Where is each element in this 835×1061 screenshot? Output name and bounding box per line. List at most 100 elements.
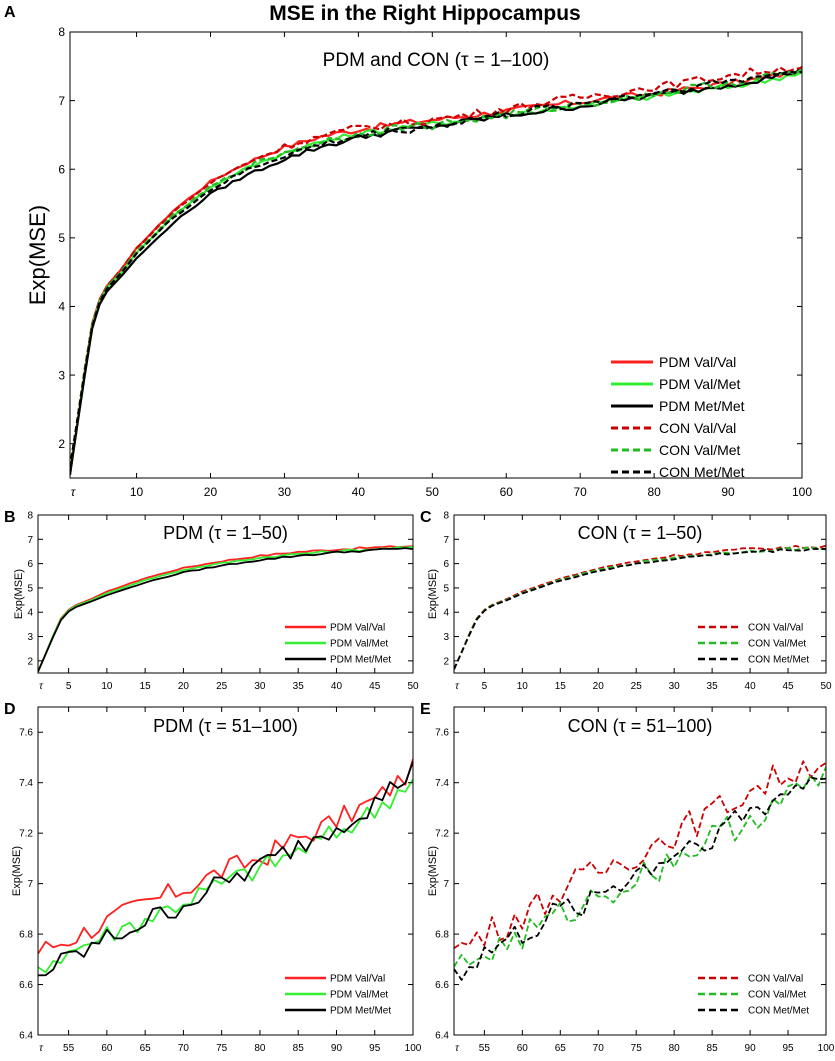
series-group (38, 545, 413, 673)
y-tick-label: 4 (58, 300, 65, 314)
x-tick-label: 20 (593, 681, 605, 692)
legend-label: CON Val/Val (748, 974, 803, 985)
legend-label: CON Met/Met (659, 464, 745, 480)
series-group (454, 544, 826, 670)
legend-label: CON Val/Met (659, 442, 741, 458)
legend-label: CON Val/Val (659, 420, 736, 436)
legend-label: PDM Val/Val (659, 354, 736, 370)
y-tick-label: 7.4 (435, 778, 449, 789)
x-tick-label: 100 (792, 485, 812, 499)
y-tick-label: 5 (27, 583, 33, 594)
series-line-con-met-met (70, 70, 802, 468)
legend-label: PDM Met/Met (330, 1006, 391, 1017)
x-tick-label: 30 (254, 681, 266, 692)
y-axis-label: Exp(MSE) (427, 569, 439, 619)
x-tick-label-tau: τ (71, 485, 77, 499)
series-line-pdm-val-val (38, 758, 413, 955)
x-tick-label: 40 (745, 681, 757, 692)
plot-frame (37, 514, 414, 674)
legend-label: CON Met/Met (748, 655, 809, 666)
x-tick-label: 20 (178, 681, 190, 692)
series-line-con-val-met (454, 546, 826, 670)
y-tick-label: 4 (443, 608, 449, 619)
x-tick-label: 85 (293, 1043, 305, 1054)
legend-label: PDM Val/Val (330, 974, 385, 985)
y-tick-label: 6 (27, 559, 33, 570)
x-tick-label: 25 (631, 681, 643, 692)
x-tick-label-tau: τ (455, 681, 460, 692)
x-tick-label: 15 (140, 681, 152, 692)
x-tick-label: 90 (331, 1043, 343, 1054)
x-tick-label: 5 (66, 681, 72, 692)
y-tick-label: 7.2 (435, 829, 449, 840)
legend-label: PDM Met/Met (659, 398, 745, 414)
legend-label: CON Val/Val (748, 623, 803, 634)
panel-a: A 2 3 4 5 6 7 8 τ 10 20 30 40 50 60 70 80 90 100 PDM and CO… (4, 4, 812, 499)
x-tick-label: 20 (204, 485, 218, 499)
y-tick-label: 7.4 (19, 778, 33, 789)
series-line-pdm-val-met (38, 545, 413, 673)
x-tick-label: 55 (63, 1043, 75, 1054)
y-tick-label: 7 (443, 879, 449, 890)
series-line-con-val-val (70, 66, 802, 468)
panel-letter: A (4, 4, 16, 21)
x-tick-label: 100 (405, 1043, 422, 1054)
series-group (454, 760, 826, 981)
y-tick-label: 7 (27, 879, 33, 890)
x-tick-label: 50 (820, 681, 832, 692)
x-tick-label: 30 (669, 681, 681, 692)
series-line-pdm-met-met (38, 547, 413, 673)
x-tick-label: 45 (782, 681, 794, 692)
x-tick-label-tau: τ (39, 1043, 44, 1054)
y-tick-label: 8 (58, 25, 65, 39)
y-tick-label: 3 (58, 368, 65, 382)
y-tick-label: 6.8 (19, 930, 33, 941)
panel-letter: E (420, 701, 431, 718)
x-tick-label: 70 (574, 485, 588, 499)
y-tick-label: 7 (27, 535, 33, 546)
y-tick-label: 7.6 (435, 728, 449, 739)
x-tick-label: 65 (140, 1043, 152, 1054)
x-tick-label: 40 (352, 485, 366, 499)
x-tick-label: 90 (721, 485, 735, 499)
plot-frame (453, 706, 827, 1036)
y-tick-label: 3 (443, 632, 449, 643)
series-line-con-val-met (454, 766, 826, 968)
y-tick-label: 6.4 (435, 1031, 449, 1042)
y-tick-label: 7 (58, 94, 65, 108)
panel-d: D 6.4 6.6 6.8 7 7.2 7.4 7.6 τ 55 60 65 70 75 80 85 90 95 1… (4, 701, 422, 1054)
x-tick-label: 5 (482, 681, 488, 692)
plot-frame (453, 514, 827, 674)
series-line-con-val-val (454, 760, 826, 950)
figure-title: MSE in the Right Hippocampus (269, 2, 581, 25)
panel-title: CON (τ = 51–100) (568, 716, 713, 736)
legend-label: PDM Val/Met (659, 376, 741, 392)
y-axis-label: Exp(MSE) (13, 569, 25, 619)
x-tick-label: 90 (745, 1043, 757, 1054)
x-tick-label: 10 (101, 681, 113, 692)
panel-letter: C (420, 509, 432, 526)
panel-title: PDM (τ = 1–50) (163, 523, 288, 543)
legend-label: CON Met/Met (748, 1006, 809, 1017)
legend-label: PDM Val/Val (330, 623, 385, 634)
y-tick-label: 6.6 (435, 980, 449, 991)
legend-label: CON Val/Met (748, 990, 806, 1001)
x-tick-label: 65 (555, 1043, 567, 1054)
x-tick-label: 60 (101, 1043, 113, 1054)
y-tick-label: 5 (58, 231, 65, 245)
plot-frame (37, 706, 414, 1036)
legend-label: PDM Val/Met (330, 639, 388, 650)
x-tick-label-tau: τ (455, 1043, 460, 1054)
legend-label: PDM Val/Met (330, 990, 388, 1001)
y-tick-label: 7.6 (19, 728, 33, 739)
plot-frame (69, 31, 803, 479)
panel-e: E 6.4 6.6 6.8 7 7.2 7.4 7.6 τ 55 60 65 70 75 80 85 90 95 1… (420, 701, 835, 1054)
x-tick-label-tau: τ (39, 681, 44, 692)
x-tick-label: 60 (500, 485, 514, 499)
y-tick-label: 4 (27, 608, 33, 619)
x-tick-label: 10 (130, 485, 144, 499)
y-tick-label: 6.6 (19, 980, 33, 991)
